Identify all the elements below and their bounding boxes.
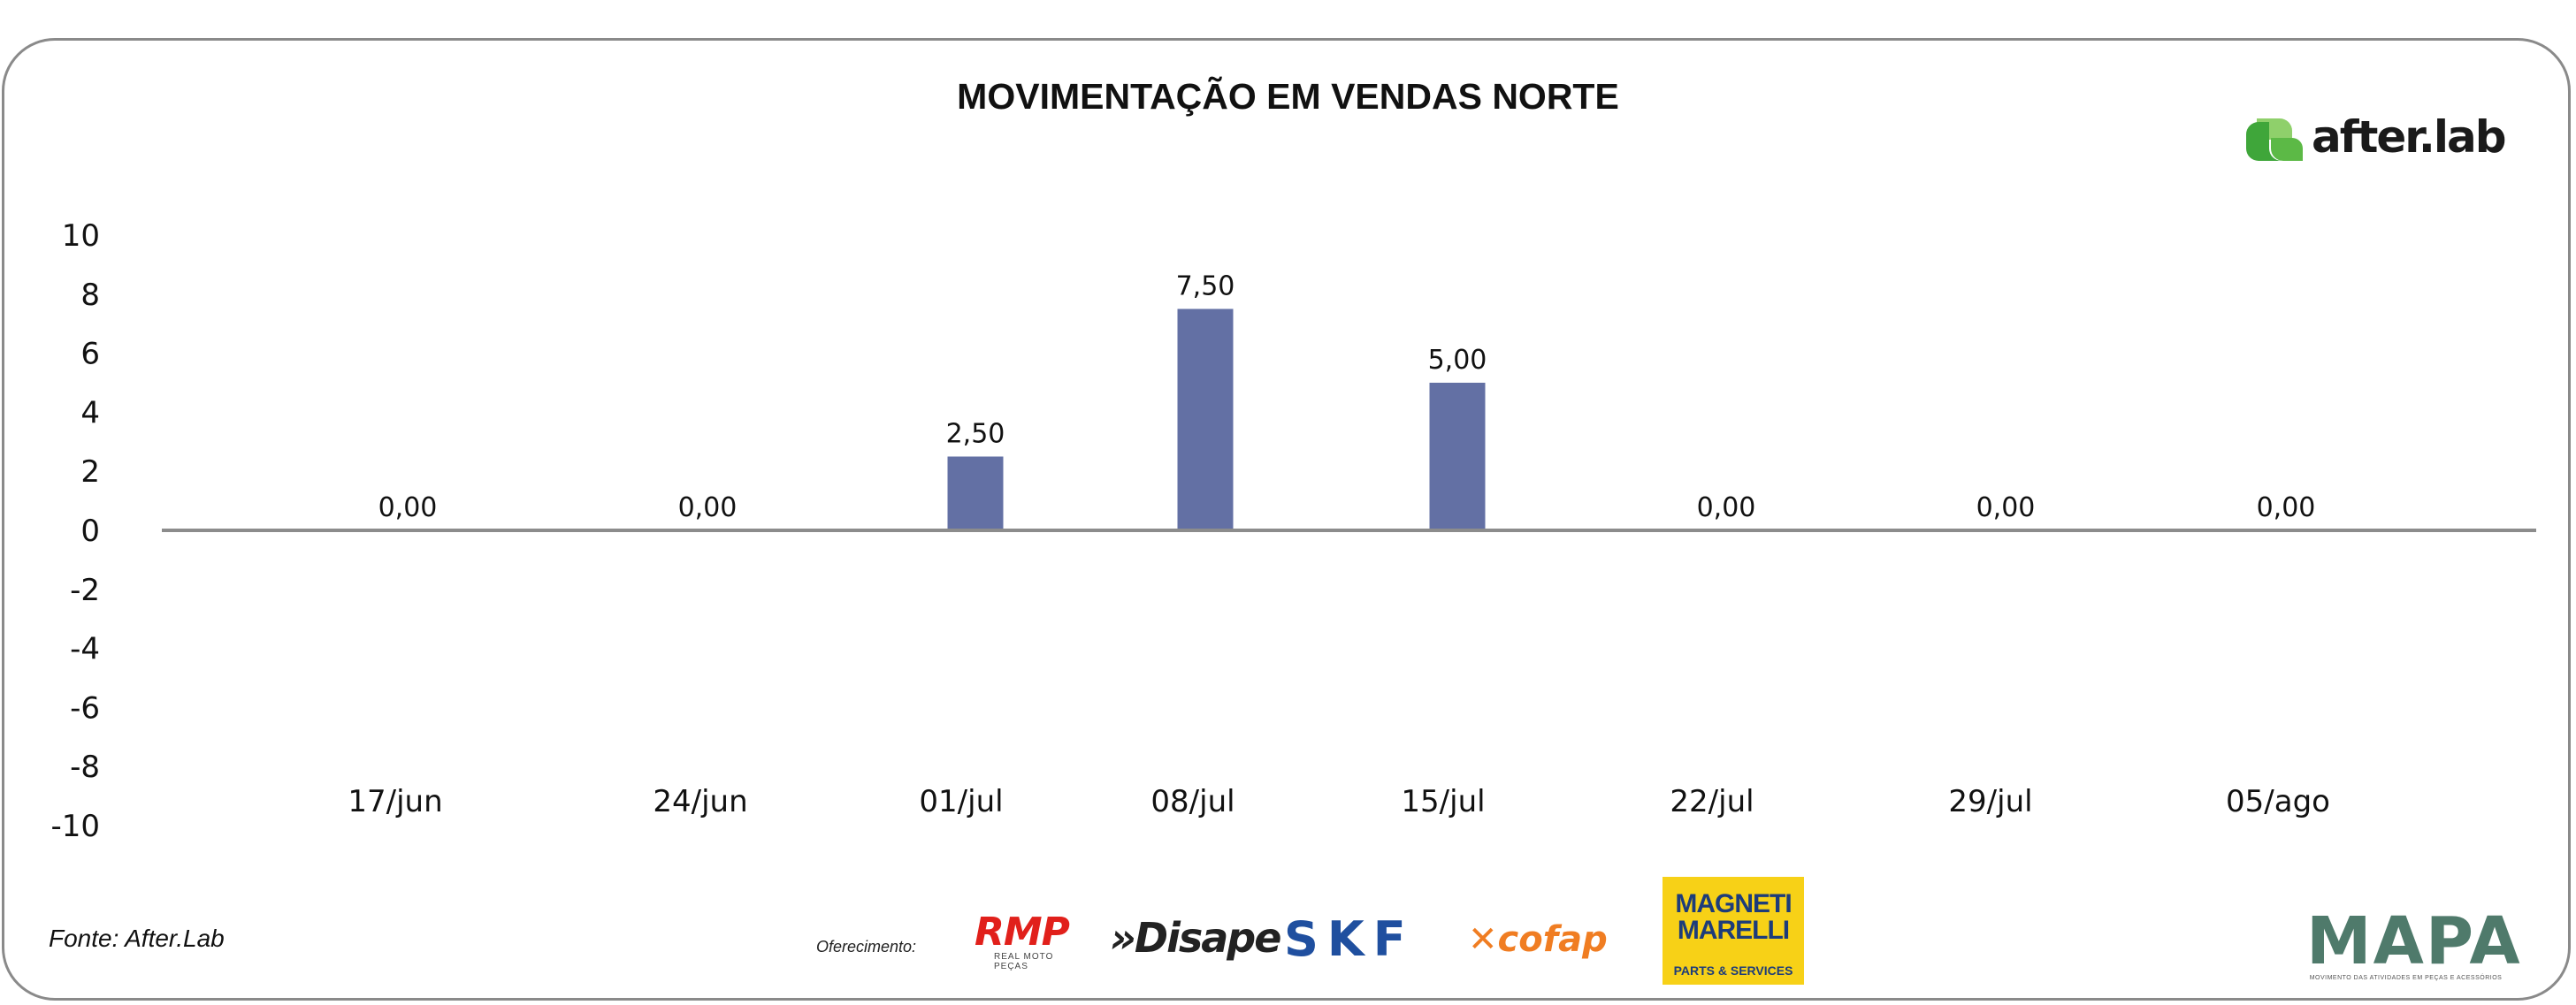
- magneti-marelli-logo-text-1: MAGNETI: [1675, 889, 1792, 918]
- afterlab-logo-text: after.lab: [2312, 111, 2506, 163]
- y-tick-label: 0: [80, 514, 100, 549]
- afterlab-logo: after.lab: [2243, 108, 2506, 170]
- cofap-logo: ✕cofap: [1468, 917, 1636, 966]
- data-label: 0,00: [2257, 492, 2316, 523]
- magneti-marelli-logo-text-2: MARELLI: [1677, 916, 1790, 945]
- cofap-logo-icon: ✕: [1468, 919, 1498, 960]
- chart-title: MOVIMENTAÇÃO EM VENDAS NORTE: [957, 76, 1619, 117]
- source-note: Fonte: After.Lab: [49, 925, 225, 952]
- sponsor-label: Oferecimento:: [816, 938, 917, 956]
- chart-frame: [2, 38, 2571, 1001]
- data-label: 0,00: [1976, 492, 2036, 523]
- y-tick-label: 10: [62, 218, 100, 254]
- mapa-logo-subtext: MOVIMENTO DAS ATIVIDADES EM PEÇAS E ACES…: [2309, 975, 2503, 981]
- data-label: 2,50: [946, 419, 1005, 450]
- bar: [947, 456, 1004, 530]
- x-tick-label: 17/jun: [348, 784, 442, 819]
- cofap-logo-text: cofap: [1497, 919, 1608, 960]
- x-tick-label: 01/jul: [919, 784, 1003, 819]
- rmp-logo-subtext: REAL MOTO PEÇAS: [994, 952, 1054, 971]
- data-label: 0,00: [678, 492, 738, 523]
- disape-logo-text: »Disape: [1110, 914, 1281, 962]
- bar: [1177, 308, 1234, 530]
- data-label: 0,00: [378, 492, 438, 523]
- mapa-logo: MAPA MOVIMENTO DAS ATIVIDADES EM PEÇAS E…: [2306, 903, 2522, 984]
- x-tick-label: 15/jul: [1401, 784, 1485, 819]
- y-tick-label: -8: [70, 750, 100, 785]
- data-label: 0,00: [1697, 492, 1756, 523]
- bar: [1429, 383, 1486, 530]
- x-tick-label: 22/jul: [1670, 784, 1754, 819]
- x-tick-label: 08/jul: [1150, 784, 1234, 819]
- y-tick-label: 4: [80, 395, 100, 430]
- x-tick-label: 29/jul: [1948, 784, 2032, 819]
- skf-logo: SKF: [1284, 911, 1415, 967]
- rmp-logo: RMP REAL MOTO PEÇAS: [975, 910, 1089, 972]
- data-label: 5,00: [1428, 345, 1487, 376]
- y-tick-label: -4: [70, 632, 100, 667]
- y-tick-label: -10: [50, 809, 100, 844]
- y-tick-label: 8: [80, 278, 100, 313]
- magneti-marelli-logo: MAGNETI MARELLI PARTS & SERVICES: [1663, 877, 1804, 985]
- y-tick-label: -2: [70, 573, 100, 608]
- y-tick-label: 2: [80, 454, 100, 490]
- x-tick-label: 05/ago: [2226, 784, 2330, 819]
- afterlab-logo-icon: [2246, 118, 2303, 161]
- magneti-marelli-logo-subtext: PARTS & SERVICES: [1673, 963, 1793, 978]
- data-label: 7,50: [1176, 271, 1235, 302]
- y-tick-label: 6: [80, 337, 100, 372]
- mapa-logo-text: MAPA: [2306, 903, 2522, 979]
- y-tick-label: -6: [70, 690, 100, 726]
- x-tick-label: 24/jun: [653, 784, 747, 819]
- rmp-logo-text: RMP: [975, 910, 1070, 955]
- disape-logo: »Disape: [1110, 914, 1281, 969]
